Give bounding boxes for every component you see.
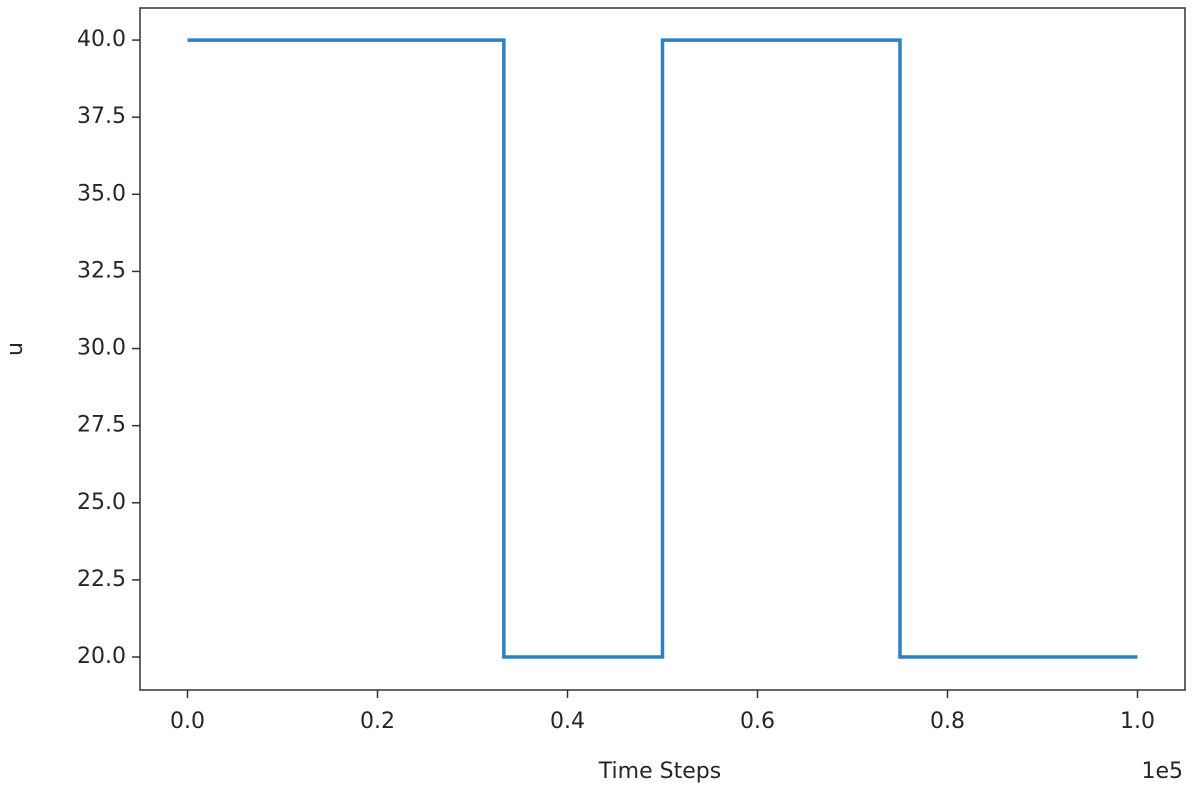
y-tick-label: 37.5 [77, 104, 126, 129]
y-tick-label: 32.5 [77, 258, 126, 283]
x-tick-label: 1.0 [1120, 709, 1155, 734]
data-line [187, 38, 1138, 659]
x-tick-label: 0.6 [740, 709, 775, 734]
y-axis-label: u [3, 342, 28, 356]
y-tick-label: 35.0 [77, 181, 126, 206]
x-axis-label: Time Steps [598, 759, 721, 784]
x-offset-label: 1e5 [1141, 759, 1183, 784]
y-tick-label: 27.5 [77, 413, 126, 438]
y-tick-label: 20.0 [77, 644, 126, 669]
y-tick-label: 22.5 [77, 567, 126, 592]
y-tick-label: 30.0 [77, 336, 126, 361]
y-tick-label: 25.0 [77, 490, 126, 515]
x-tick-label: 0.2 [360, 709, 395, 734]
x-tick-label: 0.0 [170, 709, 205, 734]
x-tick-label: 0.8 [930, 709, 965, 734]
x-tick-label: 0.4 [550, 709, 585, 734]
y-tick-label: 40.0 [77, 27, 126, 52]
